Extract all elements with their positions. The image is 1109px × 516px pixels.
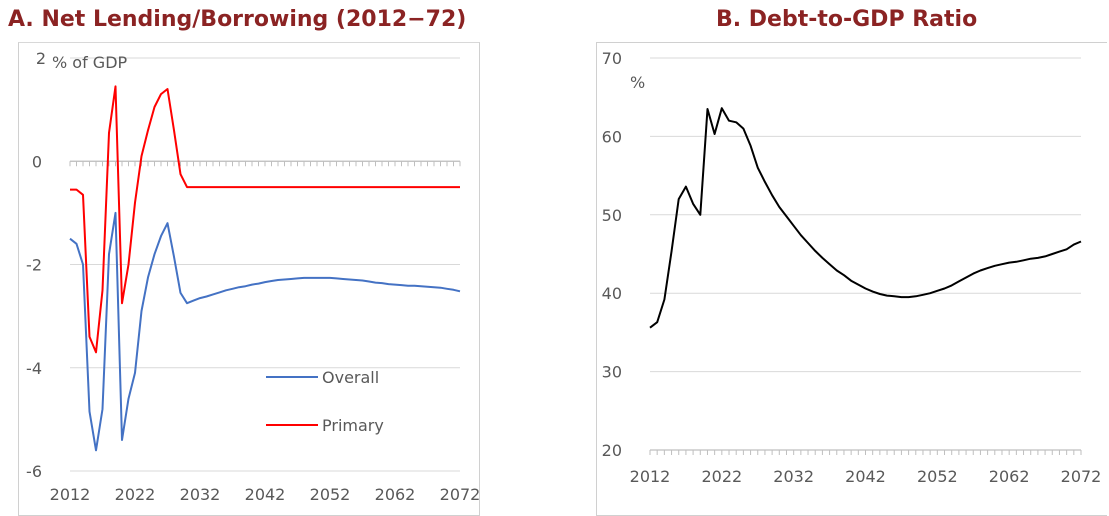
x-tick-label: 2022: [701, 467, 742, 486]
x-tick-label: 2012: [630, 467, 671, 486]
x-tick-label: 2052: [917, 467, 958, 486]
y-tick-label: 50: [602, 206, 622, 225]
y-tick-label: 20: [602, 441, 622, 460]
y-axis-unit-label: % of GDP: [52, 53, 128, 72]
x-tick-label: 2072: [440, 485, 481, 504]
x-tick-label: 2052: [310, 485, 351, 504]
x-tick-label: 2072: [1061, 467, 1102, 486]
series-line-primary: [70, 85, 460, 354]
series-line: [649, 107, 1082, 329]
y-tick-label: -4: [26, 359, 42, 378]
chart-a-title: A. Net Lending/Borrowing (2012−72): [8, 7, 467, 32]
legend-item-overall: Overall: [266, 368, 379, 387]
series-line-overall: [69, 211, 461, 452]
y-axis-unit-label: %: [630, 73, 645, 92]
y-tick-label: -6: [26, 462, 42, 481]
y-tick-label: 70: [602, 49, 622, 68]
x-tick-label: 2032: [773, 467, 814, 486]
x-tick-label: 2062: [375, 485, 416, 504]
chart-b-title: B. Debt-to-GDP Ratio: [716, 7, 978, 32]
legend-label: Primary: [322, 416, 384, 435]
y-tick-label: 30: [602, 363, 622, 382]
legend-label: Overall: [322, 368, 379, 387]
y-tick-label: 60: [602, 127, 622, 146]
x-tick-label: 2042: [245, 485, 286, 504]
x-tick-label: 2012: [50, 485, 91, 504]
x-tick-label: 2032: [180, 485, 221, 504]
x-tick-label: 2022: [115, 485, 156, 504]
y-tick-label: 0: [32, 152, 42, 171]
x-tick-label: 2062: [989, 467, 1030, 486]
chart-a: 2 0 -2 -4 -6 2012 2022 2032 2042 2052 2062 2072 % of…: [26, 49, 480, 504]
y-tick-label: 2: [36, 49, 46, 68]
y-tick-label: -2: [26, 256, 42, 275]
y-tick-label: 40: [602, 284, 622, 303]
x-tick-label: 2042: [845, 467, 886, 486]
chart-b: 70 60 50 40 30 20 2012 2022 2032 2042 2052 2062 2072…: [602, 49, 1102, 486]
legend-item-primary: Primary: [266, 416, 384, 435]
